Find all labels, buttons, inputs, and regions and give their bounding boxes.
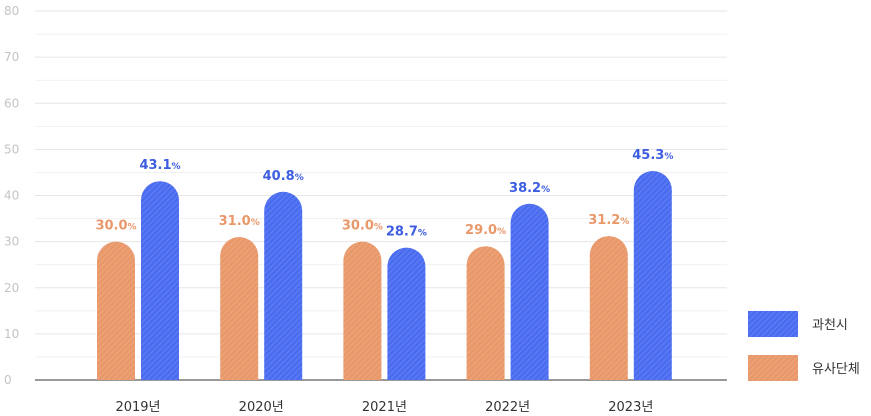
x-tick-label: 2023년 <box>608 400 653 415</box>
x-tick-label: 2019년 <box>115 400 160 415</box>
legend-swatch-texture <box>748 355 798 381</box>
legend-swatch-texture <box>748 311 798 337</box>
value-label-orange: 31.0% <box>219 214 260 229</box>
y-tick-label: 30 <box>4 235 19 249</box>
y-tick-label: 40 <box>4 189 19 203</box>
value-label-orange: 29.0% <box>465 223 506 238</box>
value-number: 38.2 <box>509 181 541 196</box>
value-label-blue: 45.3% <box>632 148 673 163</box>
value-number: 45.3 <box>632 148 664 163</box>
value-number: 30.0 <box>95 219 127 234</box>
x-tick-label: 2022년 <box>485 400 530 415</box>
bar-blue-texture <box>141 181 179 380</box>
x-tick-label: 2020년 <box>239 400 284 415</box>
bars <box>97 171 672 380</box>
value-unit: % <box>418 229 427 239</box>
x-axis-ticks: 2019년 2020년 2021년 2022년 2023년 <box>115 400 653 415</box>
value-unit: % <box>251 218 260 228</box>
value-label-blue: 43.1% <box>139 158 180 173</box>
value-unit: % <box>374 223 383 233</box>
value-number: 31.0 <box>219 214 251 229</box>
bar-blue-texture <box>510 203 549 380</box>
value-unit: % <box>541 185 550 195</box>
y-axis-ticks: 0 10 20 30 40 50 60 70 80 <box>4 4 19 387</box>
value-label-blue: 28.7% <box>386 225 427 240</box>
bar-orange-texture <box>466 246 505 380</box>
y-tick-label: 80 <box>4 4 19 18</box>
x-tick-label: 2021년 <box>362 400 407 415</box>
bar-orange-texture <box>589 236 628 380</box>
value-number: 43.1 <box>139 158 171 173</box>
value-number: 29.0 <box>465 223 497 238</box>
bar-orange-texture <box>343 241 382 380</box>
y-tick-label: 0 <box>4 373 12 387</box>
bar-blue-texture <box>633 171 672 380</box>
y-tick-label: 60 <box>4 96 19 110</box>
y-tick-label: 70 <box>4 50 19 64</box>
value-label-blue: 40.8% <box>263 169 304 184</box>
legend-label: 과천시 <box>812 318 848 333</box>
y-tick-label: 10 <box>4 327 19 341</box>
value-label-orange: 31.2% <box>588 213 629 228</box>
legend-label: 유사단체 <box>812 362 860 377</box>
value-labels: 30.0%43.1%31.0%40.8%30.0% 28.7% 29.0%38.2%… <box>95 148 673 240</box>
value-unit: % <box>128 223 137 233</box>
value-number: 30.0 <box>342 219 374 234</box>
bar-orange-texture <box>97 241 135 380</box>
value-unit: % <box>295 173 304 183</box>
y-tick-label: 50 <box>4 142 19 156</box>
value-label-orange: 30.0% <box>342 219 383 234</box>
value-label-orange: 30.0% <box>95 219 136 234</box>
value-number: 40.8 <box>263 169 295 184</box>
value-unit: % <box>497 227 506 237</box>
y-tick-label: 20 <box>4 281 19 295</box>
bar-blue-texture <box>387 247 426 380</box>
value-unit: % <box>664 152 673 162</box>
value-label-blue: 38.2% <box>509 181 550 196</box>
bar-blue-texture <box>264 191 303 380</box>
value-number: 31.2 <box>588 213 620 228</box>
bar-orange-texture <box>220 237 259 380</box>
value-unit: % <box>172 162 181 172</box>
value-unit: % <box>620 217 629 227</box>
value-number: 28.7 <box>386 225 418 240</box>
